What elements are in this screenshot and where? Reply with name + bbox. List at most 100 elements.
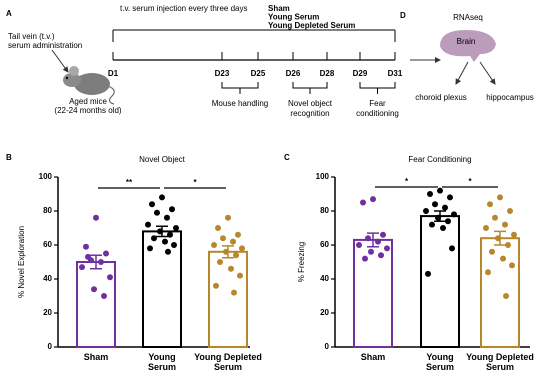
y-tick-label: 80: [43, 206, 52, 215]
rnaseq-title: RNAseq: [453, 13, 483, 22]
data-point: [502, 221, 508, 228]
significance-label: **: [126, 178, 133, 187]
data-point: [79, 264, 85, 271]
y-tick-label: 0: [48, 342, 53, 351]
data-point: [378, 252, 384, 259]
data-point: [217, 259, 223, 265]
y-tick-label: 40: [320, 274, 329, 283]
data-point: [365, 235, 371, 242]
timeline-label: D26: [286, 69, 301, 78]
phase-label: conditioning: [356, 109, 399, 118]
data-point: [425, 270, 431, 277]
administration-label: Tail vein (t.v.): [8, 32, 55, 41]
injection-label: t.v. serum injection every three days: [120, 4, 247, 13]
data-point: [85, 253, 91, 260]
organ-label: Brain: [457, 37, 476, 46]
error-bar: [90, 254, 102, 270]
data-point: [507, 208, 513, 214]
data-point: [429, 221, 435, 228]
data-point: [362, 255, 368, 262]
data-point: [159, 194, 165, 201]
data-point: [370, 196, 376, 203]
target-label: choroid plexus: [415, 93, 467, 102]
x-tick-label: Young Serum: [147, 352, 176, 372]
panel-label: C: [284, 153, 290, 162]
data-point: [489, 248, 495, 255]
data-point: [368, 248, 374, 255]
data-point: [151, 235, 157, 242]
chart-title: Fear Conditioning: [408, 155, 471, 164]
data-point: [449, 245, 455, 252]
administration-label: serum administration: [8, 41, 82, 50]
data-point: [154, 209, 160, 216]
panel-label: A: [6, 9, 12, 18]
chart-title: Novel Object: [139, 155, 186, 164]
data-point: [487, 201, 493, 208]
data-point: [497, 194, 503, 201]
timeline-label: D28: [320, 69, 335, 78]
data-point: [225, 214, 231, 221]
data-point: [164, 214, 170, 221]
data-point: [503, 293, 509, 299]
data-point: [103, 250, 109, 257]
y-axis-label: % Novel Exploration: [17, 226, 26, 298]
data-point: [169, 206, 175, 213]
mice-label: (22-24 months old): [54, 106, 121, 115]
data-point: [492, 214, 498, 221]
bar: [420, 215, 460, 348]
data-point: [98, 259, 104, 265]
data-point: [145, 221, 151, 228]
data-point: [157, 228, 163, 235]
y-tick-label: 100: [39, 172, 53, 181]
data-point: [165, 248, 171, 255]
data-point: [423, 208, 429, 214]
arrow: [479, 61, 496, 85]
data-point: [167, 231, 173, 238]
data-point: [91, 286, 97, 293]
data-point: [147, 245, 153, 252]
timeline-label: D1: [108, 69, 119, 78]
x-tick-label: Young Depleted Serum: [194, 352, 262, 372]
data-point: [220, 235, 226, 242]
legend-entry: Young Depleted Serum: [268, 21, 355, 30]
data-point: [485, 269, 491, 276]
data-point: [384, 245, 390, 252]
panel-label: B: [6, 153, 12, 162]
y-tick-label: 0: [325, 342, 330, 351]
data-point: [432, 201, 438, 208]
data-point: [495, 235, 501, 242]
data-point: [223, 248, 229, 255]
bar: [208, 250, 248, 348]
data-point: [211, 242, 217, 248]
timeline-label: D31: [388, 69, 403, 78]
y-tick-label: 100: [316, 172, 330, 181]
timeline-label: D29: [353, 69, 368, 78]
data-point: [235, 231, 241, 238]
arrow: [455, 61, 469, 85]
bar: [353, 238, 393, 348]
y-tick-label: 20: [320, 308, 329, 317]
phase-label: recognition: [290, 109, 329, 118]
data-point: [237, 272, 243, 279]
mice-label: Aged mice: [69, 97, 107, 106]
target-label: hippocampus: [486, 93, 534, 102]
data-point: [101, 293, 107, 299]
y-tick-label: 60: [320, 240, 329, 249]
x-tick-label: Sham: [360, 352, 386, 362]
y-tick-label: 20: [43, 308, 52, 317]
timeline-label: D25: [251, 69, 266, 78]
data-point: [451, 211, 457, 218]
y-tick-label: 40: [43, 274, 52, 283]
phase-label: Mouse handling: [212, 99, 268, 108]
data-point: [213, 282, 219, 289]
data-point: [360, 199, 366, 206]
mouse-icon: [63, 66, 115, 105]
legend-entry: Young Serum: [268, 13, 319, 22]
data-point: [500, 255, 506, 262]
error-bar: [367, 232, 379, 248]
data-point: [356, 242, 362, 248]
data-point: [505, 242, 511, 248]
data-point: [231, 289, 237, 296]
data-point: [442, 204, 448, 211]
